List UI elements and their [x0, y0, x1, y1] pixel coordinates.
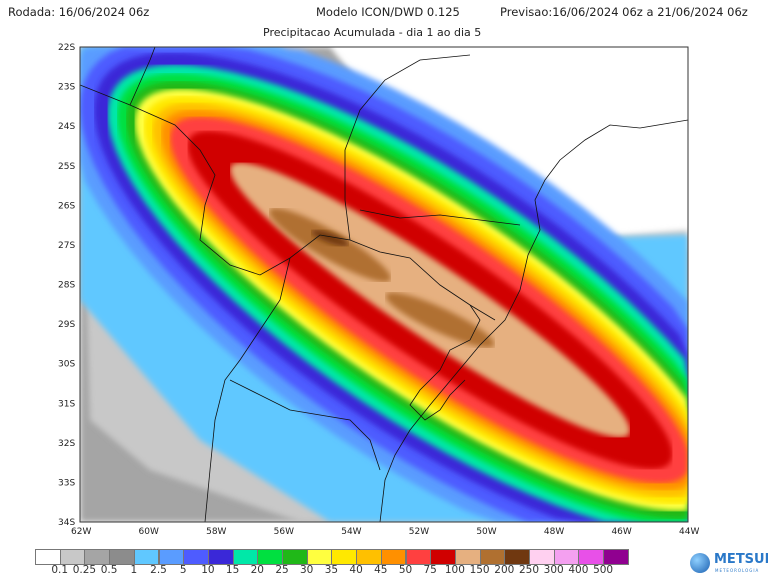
lat-label: 31S — [58, 399, 75, 409]
colorbar-label: 200 — [494, 564, 515, 576]
precipitation-map: 22S23S24S25S26S27S28S29S30S31S32S33S34S6… — [58, 43, 699, 537]
colorbar-label: 0.5 — [100, 564, 118, 576]
colorbar-swatch — [430, 549, 456, 565]
colorbar-label: 0.25 — [72, 564, 97, 576]
forecast-period: Previsao:16/06/2024 06z a 21/06/2024 06z — [500, 5, 748, 19]
lon-label: 62W — [71, 527, 91, 537]
colorbar-swatch — [232, 549, 259, 565]
colorbar-swatch — [133, 549, 160, 565]
colorbar-swatch — [603, 549, 629, 565]
colorbar-swatch — [331, 549, 358, 565]
colorbar-swatch — [282, 549, 308, 565]
colorbar-label: 1 — [130, 564, 138, 576]
lat-label: 34S — [58, 518, 75, 528]
lon-label: 46W — [611, 527, 631, 537]
borders — [80, 47, 688, 522]
lon-label: 58W — [206, 527, 226, 537]
colorbar-label: 50 — [398, 564, 413, 576]
lat-label: 22S — [58, 43, 75, 53]
map-subtitle: Precipitacao Acumulada - dia 1 ao dia 5 — [263, 26, 482, 39]
colorbar-swatch — [578, 549, 605, 565]
colorbar-swatch — [454, 549, 481, 565]
lat-label: 33S — [58, 478, 75, 488]
colorbar-label: 40 — [349, 564, 363, 576]
colorbar-label: 500 — [593, 564, 614, 576]
colorbar-label: 0.1 — [51, 564, 69, 576]
colorbar-swatch — [109, 549, 135, 565]
run-date: Rodada: 16/06/2024 06z — [8, 5, 150, 19]
lon-label: 44W — [679, 527, 699, 537]
colorbar-swatch — [183, 549, 209, 565]
colorbar-label: 400 — [568, 564, 589, 576]
colorbar-label: 30 — [300, 564, 314, 576]
colorbar-label: 20 — [250, 564, 264, 576]
colorbar-swatch — [257, 549, 283, 565]
colorbar-swatch — [306, 549, 333, 565]
colorbar-swatch — [158, 549, 185, 565]
colorbar-label: 250 — [518, 564, 540, 576]
lat-label: 29S — [58, 320, 75, 330]
precip-contour — [269, 208, 391, 282]
colorbar-label: 25 — [275, 564, 289, 576]
lat-label: 26S — [58, 201, 75, 211]
lon-label: 54W — [341, 527, 361, 537]
precip-contour — [385, 292, 495, 348]
lon-label: 56W — [274, 527, 294, 537]
colorbar-label: 15 — [225, 564, 240, 576]
colorbar-swatch — [84, 549, 111, 565]
lon-label: 52W — [409, 527, 429, 537]
colorbar-swatch — [356, 549, 382, 565]
colorbar-label: 300 — [543, 564, 564, 576]
model-name: Modelo ICON/DWD 0.125 — [316, 5, 460, 19]
colorbar-label: 35 — [324, 564, 339, 576]
colorbar-swatch — [504, 549, 530, 565]
colorbar-swatch — [553, 549, 580, 565]
colorbar-swatch — [207, 549, 234, 565]
lat-label: 24S — [58, 122, 75, 132]
colorbar-label: 75 — [423, 564, 437, 576]
colorbar-label: 100 — [444, 564, 465, 576]
lat-label: 30S — [58, 360, 75, 370]
map-axes: 22S23S24S25S26S27S28S29S30S31S32S33S34S6… — [58, 43, 699, 537]
map-frame — [79, 46, 689, 523]
metsul-logo: METSUL METEOROLOGIA — [688, 550, 768, 576]
precip-contour — [311, 229, 349, 247]
colorbar-label: 45 — [374, 564, 388, 576]
lat-label: 27S — [58, 241, 75, 251]
globe-icon — [690, 553, 710, 573]
colorbar-label: 150 — [469, 564, 490, 576]
colorbar-swatch — [35, 549, 61, 565]
colorbar-swatch — [529, 549, 555, 565]
lat-label: 23S — [58, 83, 75, 93]
logo-text: METSUL — [714, 552, 768, 567]
lon-label: 60W — [139, 527, 159, 537]
colorbar-swatch — [405, 549, 432, 565]
lat-label: 32S — [58, 439, 75, 449]
colorbar-label: 5 — [179, 564, 187, 576]
lon-label: 48W — [544, 527, 564, 537]
colorbar-label: 2.5 — [150, 564, 167, 576]
lat-label: 25S — [58, 162, 75, 172]
colorbar-swatch — [380, 549, 407, 565]
colorbar-label: 10 — [201, 564, 215, 576]
colorbar-swatch — [59, 549, 86, 565]
lat-label: 28S — [58, 281, 75, 291]
precipitation-field — [80, 47, 688, 522]
colorbar-swatch — [479, 549, 506, 565]
logo-subtext: METEOROLOGIA — [715, 568, 760, 573]
lon-label: 50W — [476, 527, 496, 537]
